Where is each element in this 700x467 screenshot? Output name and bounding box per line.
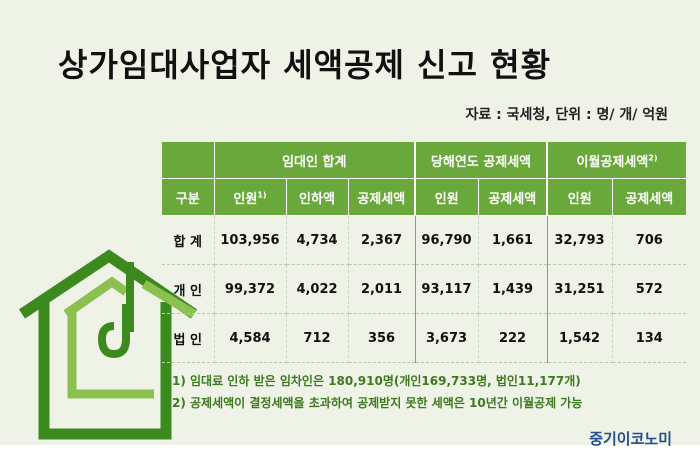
group-header-spacer <box>162 142 215 179</box>
column-header-row: 구분 인원1) 인하액 공제세액 인원 공제세액 인원 공제세액 <box>162 178 687 216</box>
group-header-current-year-credit: 당해연도 공제세액 <box>415 142 549 179</box>
table-row-corporation: 법 인 4,584 712 356 3,673 222 1,542 134 <box>162 313 687 363</box>
footnote-1: 1) 임대료 인하 받은 임차인은 180,910명(개인169,733명, 법… <box>172 374 581 388</box>
table-cell: 1,661 <box>478 215 548 265</box>
page-title: 상가임대사업자 세액공제 신고 현황 <box>58 46 552 84</box>
table-cell: 2,367 <box>348 215 416 265</box>
house-inner-roof <box>63 276 129 318</box>
table-cell: 103,956 <box>214 215 287 265</box>
column-header: 인원 <box>415 178 479 216</box>
table-cell: 572 <box>612 264 687 314</box>
table-cell: 99,372 <box>214 264 287 314</box>
table-cell: 31,251 <box>547 264 613 314</box>
tax-credit-table: 임대인 합계 당해연도 공제세액 이월공제세액2) 구분 인원1) 인하액 공제… <box>162 142 687 363</box>
column-header: 공제세액 <box>612 178 687 216</box>
table-cell: 96,790 <box>415 215 479 265</box>
table-cell: 4,022 <box>286 264 349 314</box>
row-label: 법 인 <box>162 313 215 363</box>
table-cell: 134 <box>612 313 687 363</box>
row-label: 개 인 <box>162 264 215 314</box>
group-header-row: 임대인 합계 당해연도 공제세액 이월공제세액2) <box>162 142 687 179</box>
column-header: 인원1) <box>214 178 287 216</box>
column-header: 공제세액 <box>348 178 417 216</box>
table-cell: 712 <box>286 313 349 363</box>
footnote-2: 2) 공제세액이 결정세액을 초과하여 공제받지 못한 세액은 10년간 이월공… <box>172 396 583 410</box>
column-header: 인원 <box>547 178 613 216</box>
source-note: 자료 : 국세청, 단위 : 명/ 개/ 억원 <box>465 107 668 123</box>
table-cell: 2,011 <box>348 264 416 314</box>
table-cell: 4,734 <box>286 215 349 265</box>
bottom-strip <box>0 445 700 467</box>
brand-logo-text: 중기이코노미 <box>589 430 672 448</box>
table-cell: 1,542 <box>547 313 613 363</box>
table-cell: 1,439 <box>478 264 548 314</box>
house-door <box>97 304 130 359</box>
group-header-carryover-credit: 이월공제세액2) <box>547 142 687 179</box>
column-header: 인하액 <box>286 178 349 216</box>
group-header-lessor-total: 임대인 합계 <box>214 142 417 179</box>
footnotes: 1) 임대료 인하 받은 임차인은 180,910명(개인169,733명, 법… <box>172 370 582 414</box>
table-cell: 32,793 <box>547 215 613 265</box>
table-cell: 93,117 <box>415 264 479 314</box>
table-cell: 222 <box>478 313 548 363</box>
column-header: 공제세액 <box>478 178 549 216</box>
table-cell: 4,584 <box>214 313 287 363</box>
column-header: 구분 <box>162 178 215 216</box>
house-outer-walls <box>38 302 172 440</box>
house-inner-wall <box>67 310 154 399</box>
table-cell: 706 <box>612 215 687 265</box>
table-row-individual: 개 인 99,372 4,022 2,011 93,117 1,439 31,2… <box>162 264 687 314</box>
table-row-total: 합 계 103,956 4,734 2,367 96,790 1,661 32,… <box>162 215 687 265</box>
row-label: 합 계 <box>162 215 215 265</box>
table-cell: 3,673 <box>415 313 479 363</box>
table-cell: 356 <box>348 313 416 363</box>
